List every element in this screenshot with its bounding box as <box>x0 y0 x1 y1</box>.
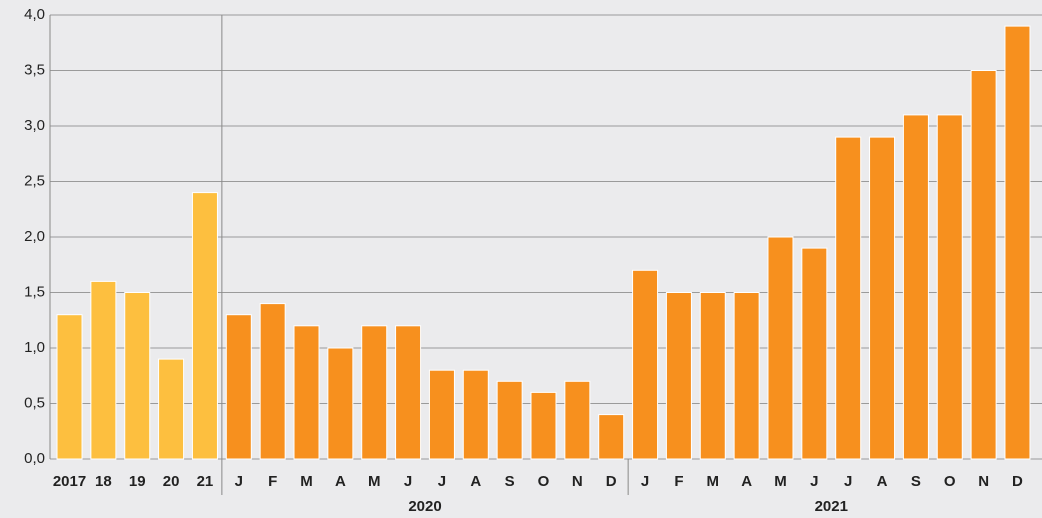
x-tick-label: A <box>335 473 346 490</box>
bar <box>361 325 388 460</box>
x-tick-label: J <box>641 473 649 490</box>
x-tick-label: O <box>944 473 956 490</box>
bar <box>902 114 929 460</box>
bar <box>293 325 320 460</box>
y-tick-label: 4,0 <box>24 6 45 23</box>
x-tick-label: F <box>674 473 683 490</box>
y-tick-label: 3,5 <box>24 61 45 78</box>
group-label: 2021 <box>815 498 848 515</box>
x-tick-label: S <box>505 473 515 490</box>
x-tick-label: D <box>606 473 617 490</box>
x-tick-label: A <box>877 473 888 490</box>
x-tick-label: J <box>235 473 243 490</box>
bar <box>158 358 185 460</box>
bar <box>327 347 354 460</box>
bar <box>699 292 726 460</box>
bar <box>395 325 422 460</box>
bar <box>496 380 523 460</box>
x-tick-label: N <box>978 473 989 490</box>
x-tick-label: 2017 <box>53 473 86 490</box>
x-tick-label: A <box>741 473 752 490</box>
bar <box>801 247 828 460</box>
bar <box>259 303 286 460</box>
group-label: 2020 <box>408 498 441 515</box>
bar <box>124 292 151 460</box>
bar <box>564 380 591 460</box>
x-tick-label: J <box>438 473 446 490</box>
bar <box>835 136 862 460</box>
x-tick-label: 19 <box>129 473 146 490</box>
x-tick-label: M <box>368 473 381 490</box>
x-tick-label: D <box>1012 473 1023 490</box>
bar <box>191 192 218 460</box>
bar <box>767 236 794 460</box>
y-tick-label: 2,0 <box>24 228 45 245</box>
bar <box>598 414 625 460</box>
y-tick-label: 1,0 <box>24 339 45 356</box>
bar <box>462 369 489 460</box>
x-tick-label: 18 <box>95 473 112 490</box>
bar <box>530 391 557 460</box>
x-tick-label: A <box>470 473 481 490</box>
x-tick-label: J <box>844 473 852 490</box>
bar <box>733 292 760 460</box>
x-tick-label: N <box>572 473 583 490</box>
x-tick-label: M <box>300 473 313 490</box>
bar <box>936 114 963 460</box>
bar <box>56 314 83 460</box>
bar <box>869 136 896 460</box>
bar <box>90 280 117 460</box>
y-tick-label: 0,5 <box>24 394 45 411</box>
bar <box>632 269 659 460</box>
x-tick-label: M <box>774 473 787 490</box>
x-tick-label: J <box>404 473 412 490</box>
x-tick-label: F <box>268 473 277 490</box>
x-tick-label: O <box>538 473 550 490</box>
x-tick-label: 21 <box>197 473 214 490</box>
y-tick-label: 0,0 <box>24 450 45 467</box>
x-tick-label: 20 <box>163 473 180 490</box>
y-tick-label: 1,5 <box>24 283 45 300</box>
x-tick-label: J <box>810 473 818 490</box>
x-tick-label: S <box>911 473 921 490</box>
bar <box>428 369 455 460</box>
bar <box>970 70 997 460</box>
bar <box>1004 25 1031 460</box>
bar <box>665 292 692 460</box>
x-tick-label: M <box>707 473 720 490</box>
y-tick-label: 3,0 <box>24 117 45 134</box>
bar <box>225 314 252 460</box>
y-tick-label: 2,5 <box>24 172 45 189</box>
